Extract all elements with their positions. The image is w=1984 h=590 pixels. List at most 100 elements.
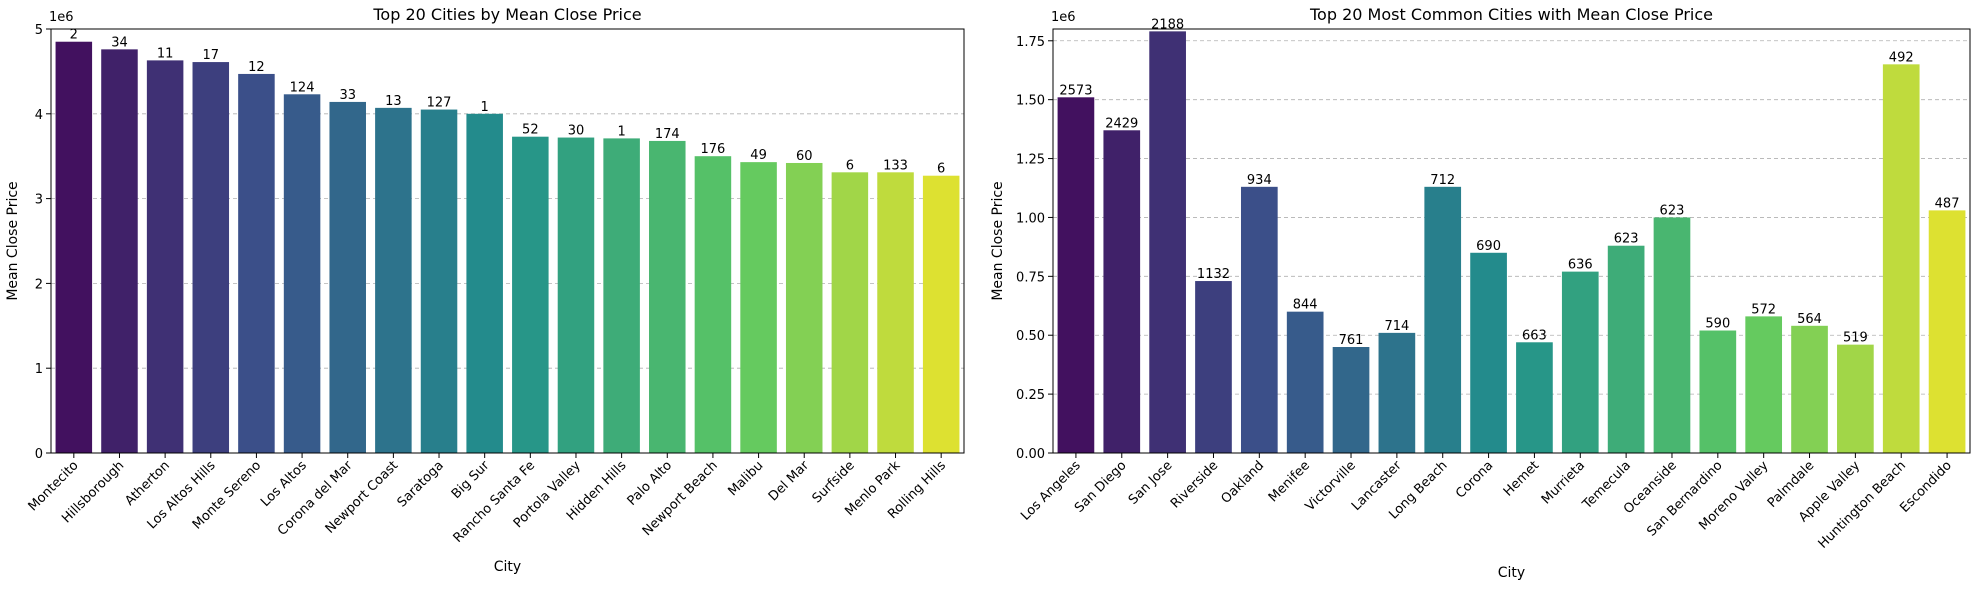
x-tick-label: Los Angeles — [1018, 458, 1084, 524]
x-tick-label: Menifee — [1266, 458, 1313, 505]
x-axis-label: City — [494, 559, 521, 575]
bar-palmdale — [1791, 325, 1828, 453]
bar-corona-del-mar — [329, 101, 366, 453]
bar-value-label: 2 — [70, 28, 78, 43]
y-offset-label: 1e6 — [49, 10, 74, 25]
bar-value-label: 174 — [655, 127, 680, 142]
x-axis-label: City — [1498, 565, 1525, 581]
y-tick-label: 3 — [35, 193, 43, 208]
x-tick-label: Big Sur — [449, 458, 493, 502]
bar-value-label: 844 — [1293, 298, 1318, 313]
bar-apple-valley — [1837, 344, 1874, 453]
bar-value-label: 1132 — [1197, 267, 1230, 282]
x-tick-label: Malibu — [725, 458, 766, 499]
chart-title: Top 20 Cities by Mean Close Price — [372, 5, 641, 24]
bar-value-label: 2429 — [1105, 116, 1138, 131]
bar-palo-alto — [649, 140, 686, 453]
bar-value-label: 690 — [1476, 239, 1501, 254]
x-tick-label: Riverside — [1168, 458, 1221, 511]
bar-hemet — [1516, 342, 1553, 453]
bar-value-label: 124 — [290, 80, 315, 95]
bar-atherton — [146, 60, 184, 453]
bar-value-label: 492 — [1889, 50, 1914, 65]
chart-title: Top 20 Most Common Cities with Mean Clos… — [1309, 5, 1713, 24]
bar-san-bernardino — [1699, 330, 1737, 453]
bar-value-label: 934 — [1247, 173, 1272, 188]
bar-value-label: 761 — [1339, 333, 1364, 348]
bar-oakland — [1240, 186, 1278, 454]
bar-value-label: 6 — [846, 158, 854, 173]
bar-value-label: 487 — [1935, 196, 1960, 211]
bar-moreno-valley — [1745, 316, 1783, 453]
bar-escondido — [1928, 210, 1966, 453]
bar-del-mar — [785, 162, 823, 453]
bar-huntington-beach — [1882, 64, 1920, 453]
bar-value-label: 13 — [385, 94, 402, 109]
bar-rancho-santa-fe — [512, 136, 549, 454]
y-tick-label: 0 — [35, 447, 43, 462]
chart-mean-close-price-top-cities: 2Montecito34Hillsborough11Atherton17Los … — [5, 5, 965, 575]
bar-los-altos-hills — [192, 62, 230, 454]
y-tick-label: 1 — [35, 362, 43, 377]
bar-san-jose — [1149, 31, 1186, 453]
bar-value-label: 590 — [1705, 317, 1730, 332]
y-tick-label: 1.25 — [1016, 153, 1045, 168]
bar-saratoga — [420, 109, 458, 453]
bar-value-label: 133 — [883, 158, 908, 173]
bar-menifee — [1286, 311, 1324, 453]
bar-malibu — [740, 162, 777, 454]
bar-value-label: 30 — [568, 124, 585, 139]
bar-big-sur — [466, 113, 503, 454]
bar-rolling-hills — [922, 175, 960, 454]
bar-value-label: 49 — [750, 148, 767, 163]
bar-value-label: 2573 — [1059, 83, 1092, 98]
bar-value-label: 6 — [937, 162, 945, 177]
y-tick-label: 1.50 — [1016, 94, 1045, 109]
y-axis-label: Mean Close Price — [990, 181, 1006, 300]
bar-newport-beach — [694, 156, 732, 453]
x-tick-label: Del Mar — [766, 458, 813, 505]
bar-value-label: 663 — [1522, 328, 1547, 343]
bar-menlo-park — [877, 172, 914, 453]
y-tick-label: 0.50 — [1016, 329, 1045, 344]
bar-los-angeles — [1057, 97, 1095, 454]
bar-value-label: 714 — [1384, 319, 1409, 334]
bar-value-label: 17 — [203, 48, 220, 63]
x-tick-label: Rancho Santa Fe — [451, 458, 539, 546]
y-tick-label: 2 — [35, 277, 43, 292]
y-tick-label: 5 — [35, 23, 43, 38]
plot-frame — [50, 28, 965, 454]
bar-value-label: 34 — [111, 35, 128, 50]
bar-long-beach — [1424, 186, 1462, 454]
bar-hidden-hills — [603, 138, 640, 453]
bar-hillsborough — [101, 49, 138, 454]
bar-montecito — [55, 41, 93, 453]
plot-frame — [1052, 28, 1971, 454]
x-tick-label: Oakland — [1219, 458, 1268, 507]
bar-surfside — [831, 172, 869, 453]
bar-value-label: 60 — [796, 149, 813, 164]
y-tick-label: 0.75 — [1016, 270, 1045, 285]
bar-corona — [1470, 252, 1507, 453]
bar-value-label: 623 — [1660, 203, 1685, 218]
bar-value-label: 1 — [481, 100, 489, 115]
y-offset-label: 1e6 — [1051, 10, 1076, 25]
bar-riverside — [1195, 281, 1232, 453]
x-tick-label: Saratoga — [395, 458, 447, 510]
bar-value-label: 636 — [1568, 258, 1593, 273]
x-tick-label: Huntington Beach — [1816, 458, 1909, 551]
y-tick-label: 0.00 — [1016, 447, 1045, 462]
bar-value-label: 176 — [701, 142, 726, 157]
bar-value-label: 127 — [427, 96, 452, 111]
y-tick-label: 1.75 — [1016, 35, 1045, 50]
y-tick-label: 0.25 — [1016, 388, 1045, 403]
bar-value-label: 519 — [1843, 331, 1868, 346]
bar-lancaster — [1378, 332, 1416, 453]
y-tick-label: 1.00 — [1016, 211, 1045, 226]
bar-value-label: 623 — [1614, 232, 1639, 247]
bar-newport-coast — [375, 107, 412, 453]
bar-value-label: 33 — [339, 88, 356, 103]
bar-value-label: 2188 — [1151, 17, 1184, 32]
